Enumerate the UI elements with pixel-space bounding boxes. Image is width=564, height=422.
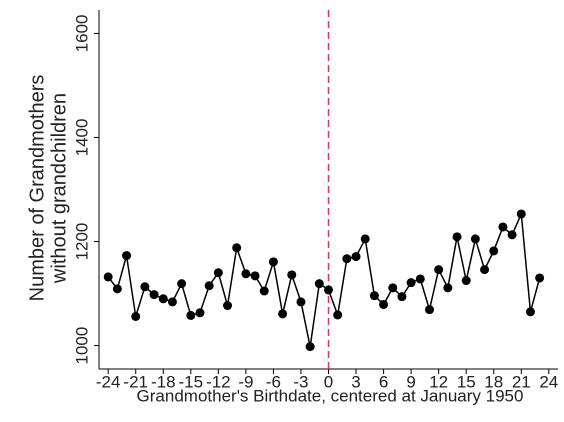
marker <box>103 272 113 282</box>
marker <box>213 268 223 278</box>
x-axis-title: Grandmother's Birthdate, centered at Jan… <box>137 386 524 405</box>
x-tick-label: -6 <box>266 372 281 391</box>
marker <box>232 243 242 253</box>
x-tick-label: 3 <box>351 372 360 391</box>
x-tick-label: 9 <box>406 372 415 391</box>
x-tick-label: -18 <box>151 372 176 391</box>
marker <box>167 297 177 307</box>
marker <box>535 273 545 283</box>
x-tick-label: -12 <box>206 372 231 391</box>
y-axis-title: without grandchildren <box>48 93 70 284</box>
marker <box>452 232 462 242</box>
marker <box>296 297 306 307</box>
marker <box>489 246 499 256</box>
x-tick-label: 12 <box>429 372 448 391</box>
marker <box>112 284 122 294</box>
marker <box>186 310 196 320</box>
marker <box>278 309 288 319</box>
marker <box>342 254 352 264</box>
marker <box>498 222 508 232</box>
x-tick-label: 0 <box>324 372 333 391</box>
x-tick-label: 21 <box>512 372 531 391</box>
marker <box>461 276 471 286</box>
marker <box>305 342 315 352</box>
marker <box>177 279 187 289</box>
x-tick-label: 24 <box>539 372 558 391</box>
marker <box>158 294 168 304</box>
y-axis-title: Number of Grandmothers <box>26 75 48 302</box>
marker <box>250 271 260 281</box>
marker <box>397 292 407 302</box>
marker <box>388 283 398 293</box>
marker <box>149 290 159 300</box>
marker <box>470 234 480 244</box>
marker <box>140 282 150 292</box>
marker <box>415 274 425 284</box>
x-tick-label: 18 <box>484 372 503 391</box>
y-tick-label: 1000 <box>72 327 91 365</box>
marker <box>360 234 370 244</box>
marker <box>480 265 490 275</box>
y-tick-label: 1600 <box>72 14 91 52</box>
marker <box>259 286 269 296</box>
marker <box>406 278 416 288</box>
y-tick-label: 1400 <box>72 119 91 157</box>
marker <box>324 285 333 295</box>
marker <box>507 230 517 240</box>
y-tick-label: 1200 <box>72 223 91 261</box>
marker <box>351 252 361 262</box>
marker <box>287 270 297 280</box>
marker <box>379 299 389 309</box>
marker <box>516 209 526 219</box>
marker <box>314 279 324 289</box>
x-tick-label: -24 <box>96 372 121 391</box>
marker <box>131 311 141 321</box>
x-tick-label: 15 <box>457 372 476 391</box>
marker <box>369 291 379 301</box>
marker <box>268 257 278 267</box>
marker <box>424 305 434 315</box>
marker <box>122 251 132 261</box>
x-tick-label: -15 <box>179 372 204 391</box>
x-tick-label: -3 <box>293 372 308 391</box>
marker <box>525 307 535 317</box>
marker <box>223 301 233 311</box>
x-tick-label: 6 <box>379 372 388 391</box>
marker <box>434 265 444 275</box>
marker <box>443 283 453 293</box>
x-tick-label: -21 <box>123 372 148 391</box>
marker <box>195 308 205 318</box>
marker <box>241 269 251 279</box>
marker <box>333 310 343 320</box>
marker <box>204 281 214 291</box>
x-tick-label: -9 <box>238 372 253 391</box>
